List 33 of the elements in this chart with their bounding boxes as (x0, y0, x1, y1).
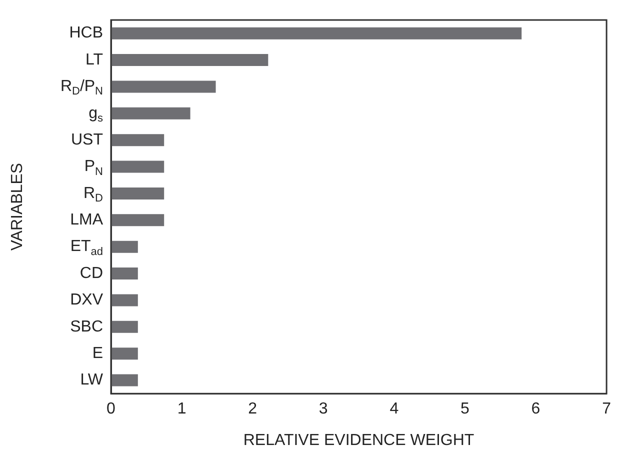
y-tick-label: UST (71, 131, 104, 148)
bar (111, 187, 164, 200)
x-tick-label: 7 (602, 400, 612, 418)
x-tick-label: 5 (460, 400, 470, 418)
x-axis-title: RELATIVE EVIDENCE WEIGHT (243, 432, 474, 449)
y-tick-label: HCB (69, 24, 103, 42)
bar (111, 214, 164, 226)
y-axis-title: VARIABLES (9, 162, 26, 251)
bar (111, 240, 138, 253)
x-tick-label: 2 (248, 400, 258, 418)
bar (111, 320, 138, 333)
bar (111, 134, 164, 146)
y-tick-label: E (92, 344, 103, 362)
y-tick-label: LMA (70, 212, 104, 229)
bar (111, 27, 522, 40)
y-tick-label: SBC (70, 318, 104, 336)
x-tick-label: 3 (318, 400, 328, 418)
x-tick-label: 4 (390, 400, 399, 418)
x-tick-label: 0 (106, 400, 116, 418)
bar (111, 348, 138, 360)
y-tick-label: LW (80, 372, 104, 389)
bar (111, 107, 190, 120)
y-tick-label: DXV (70, 292, 104, 309)
bar (111, 160, 164, 173)
x-tick-label: 1 (177, 400, 186, 418)
y-tick-label: CD (80, 264, 103, 282)
bar (111, 294, 138, 306)
bar (111, 374, 138, 386)
y-tick-label: LT (86, 51, 104, 68)
bar (111, 54, 268, 66)
x-tick-label: 6 (531, 400, 540, 418)
bar (111, 80, 216, 93)
bar (111, 268, 138, 280)
